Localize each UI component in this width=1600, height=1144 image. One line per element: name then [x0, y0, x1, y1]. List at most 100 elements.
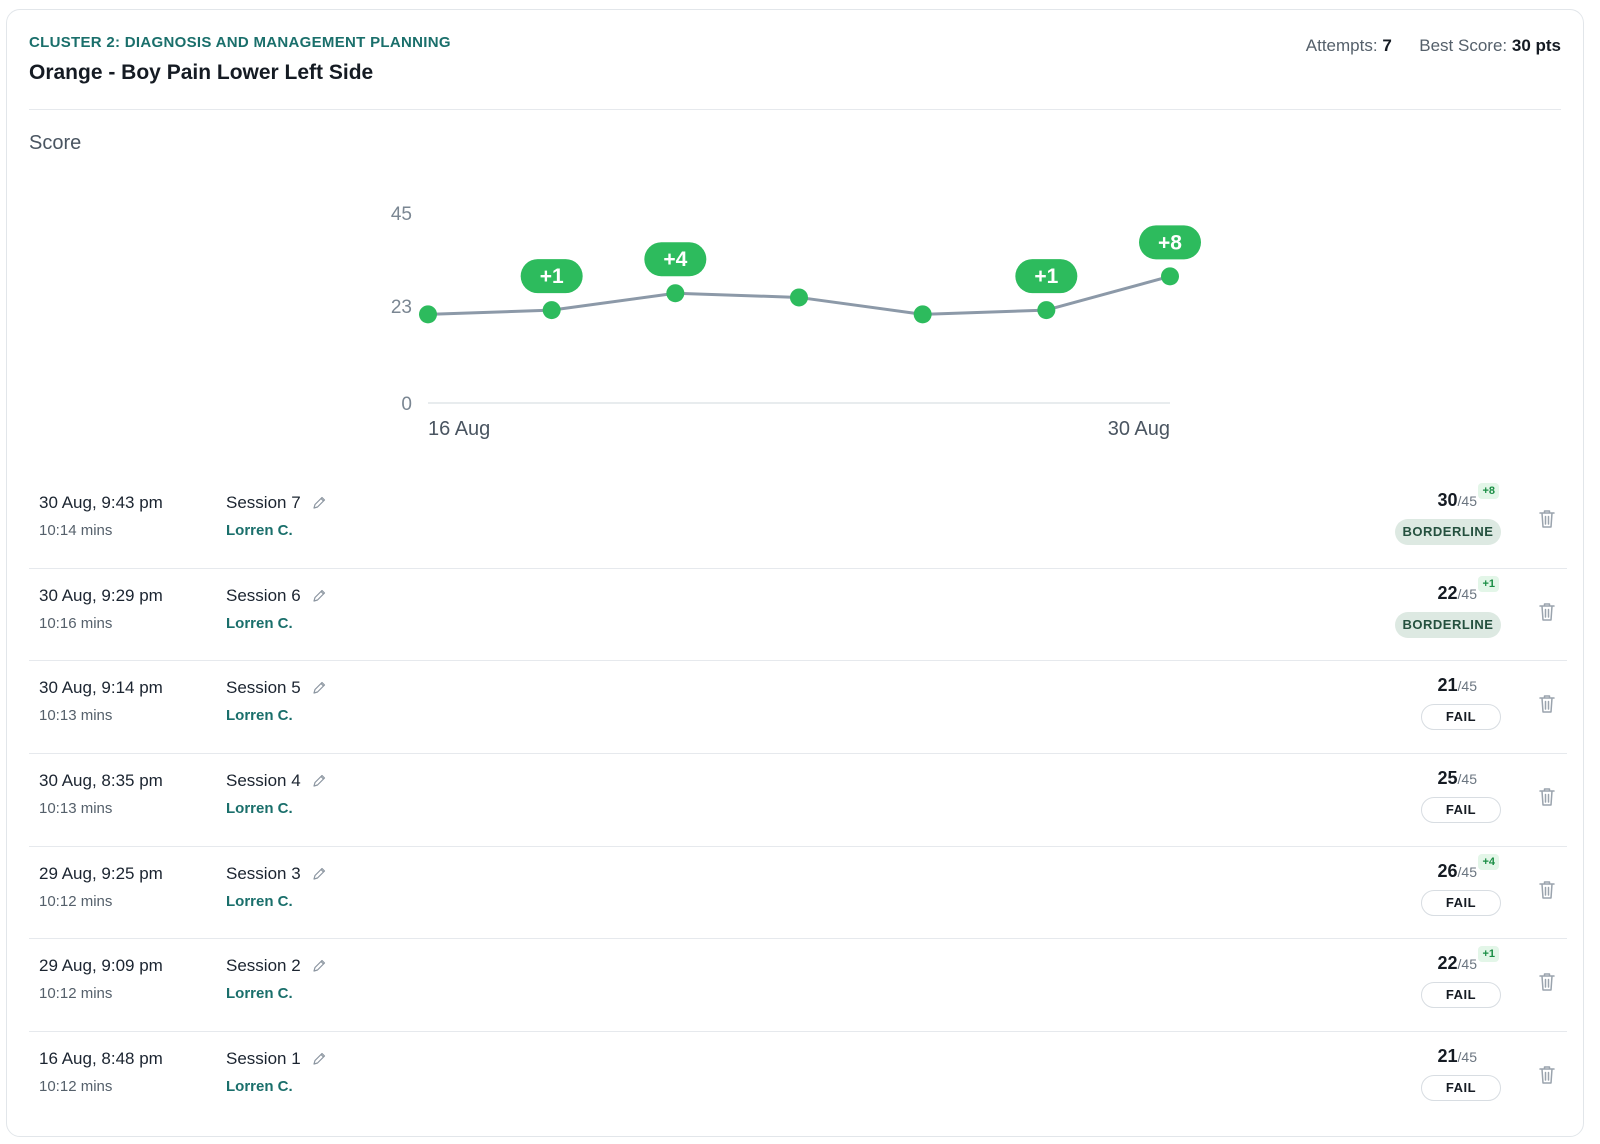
pencil-icon[interactable]	[311, 1051, 327, 1067]
session-name-group: Session 6	[226, 586, 327, 606]
session-date: 16 Aug, 8:48 pm	[39, 1049, 163, 1069]
session-row[interactable]: 30 Aug, 9:43 pm 10:14 mins Session 7 Lorren…	[29, 476, 1567, 569]
session-user[interactable]: Lorren C.	[226, 614, 293, 632]
best-score-label: Best Score:	[1419, 36, 1508, 55]
attempts-label: Attempts:	[1305, 36, 1378, 55]
score-max: /45	[1457, 678, 1477, 695]
session-date: 29 Aug, 9:25 pm	[39, 863, 163, 883]
session-duration: 10:12 mins	[39, 985, 113, 1003]
session-duration: 10:13 mins	[39, 707, 113, 725]
session-user[interactable]: Lorren C.	[226, 1078, 293, 1096]
improvement-label: +1	[540, 265, 564, 288]
score-value: 30	[1437, 490, 1458, 510]
session-score: 30/45	[1438, 490, 1478, 511]
session-date: 30 Aug, 9:43 pm	[39, 493, 163, 512]
session-duration: 10:12 mins	[39, 1078, 113, 1096]
score-value: 25	[1437, 768, 1458, 789]
session-date: 30 Aug, 8:35 pm	[39, 771, 163, 791]
session-user[interactable]: Lorren C.	[226, 800, 293, 818]
improvement-pill	[520, 259, 583, 294]
pencil-icon[interactable]	[311, 588, 327, 604]
score-max: /45	[1457, 493, 1477, 509]
pencil-icon[interactable]	[311, 773, 327, 789]
trash-icon[interactable]	[1537, 971, 1557, 993]
score-value: 21	[1437, 1046, 1458, 1067]
pencil-icon[interactable]	[311, 495, 327, 511]
score-chart: 0 23 45 16 Aug 30 Aug +1 +4 +1 +8	[391, 204, 1201, 440]
score-delta-badge: +1	[1478, 575, 1499, 592]
score-delta-badge: +8	[1478, 483, 1499, 499]
score-value: 21	[1437, 675, 1458, 696]
session-name: Session 3	[226, 863, 301, 883]
pencil-icon[interactable]	[311, 958, 327, 974]
session-date: 29 Aug, 9:09 pm	[39, 956, 163, 976]
score-max: /45	[1457, 956, 1477, 973]
session-row[interactable]: 16 Aug, 8:48 pm 10:12 mins Session 1 Lorren…	[29, 1032, 1567, 1125]
status-badge: BORDERLINE	[1395, 611, 1501, 638]
score-delta-badge: +4	[1478, 853, 1499, 870]
score-max: /45	[1457, 771, 1477, 788]
x-tick-label: 30 Aug	[1108, 418, 1170, 440]
attempts-value: 7	[1382, 36, 1392, 55]
session-list: 30 Aug, 9:43 pm 10:14 mins Session 7 Lorren…	[29, 476, 1567, 1125]
data-point	[419, 305, 437, 324]
session-row[interactable]: 30 Aug, 9:29 pm 10:16 mins Session 6 Lorren…	[29, 569, 1567, 662]
session-row[interactable]: 30 Aug, 9:14 pm 10:13 mins Session 5 Lorren…	[29, 661, 1567, 755]
session-duration: 10:13 mins	[39, 800, 113, 818]
cluster-label: CLUSTER 2: DIAGNOSIS AND MANAGEMENT PLAN…	[29, 34, 451, 51]
score-value: 26	[1437, 860, 1458, 881]
card-header: CLUSTER 2: DIAGNOSIS AND MANAGEMENT PLAN…	[29, 34, 1561, 110]
score-delta-badge: +1	[1478, 946, 1499, 963]
session-duration: 10:16 mins	[39, 614, 113, 632]
session-score: 25/45	[1438, 768, 1478, 789]
session-user[interactable]: Lorren C.	[226, 522, 293, 539]
session-name: Session 1	[226, 1049, 301, 1069]
status-badge: BORDERLINE	[1395, 519, 1501, 545]
session-score: 26/45	[1438, 861, 1478, 882]
pencil-icon[interactable]	[311, 680, 327, 696]
session-name: Session 7	[226, 493, 301, 512]
score-max: /45	[1457, 585, 1477, 602]
score-max: /45	[1457, 863, 1477, 880]
status-badge: FAIL	[1421, 889, 1501, 916]
trash-icon[interactable]	[1537, 1064, 1557, 1086]
session-score: 21/45	[1438, 675, 1478, 696]
pencil-icon[interactable]	[311, 866, 327, 882]
session-row[interactable]: 29 Aug, 9:09 pm 10:12 mins Session 2 Lorren…	[29, 939, 1567, 1033]
session-name: Session 5	[226, 678, 301, 698]
improvement-pill	[1015, 259, 1078, 294]
session-name-group: Session 1	[226, 1049, 327, 1069]
score-history-card: CLUSTER 2: DIAGNOSIS AND MANAGEMENT PLAN…	[6, 9, 1584, 1137]
trash-icon[interactable]	[1537, 601, 1557, 623]
trash-icon[interactable]	[1537, 786, 1557, 808]
session-user[interactable]: Lorren C.	[226, 892, 293, 910]
session-row[interactable]: 29 Aug, 9:25 pm 10:12 mins Session 3 Lorren…	[29, 847, 1567, 940]
trash-icon[interactable]	[1537, 693, 1557, 715]
session-user[interactable]: Lorren C.	[226, 707, 293, 725]
data-point	[542, 301, 561, 320]
improvement-label: +8	[1158, 231, 1182, 254]
status-badge: FAIL	[1421, 1075, 1501, 1102]
session-name-group: Session 2	[226, 956, 327, 976]
trash-icon[interactable]	[1537, 879, 1557, 901]
attempt-stats: Attempts: 7 Best Score: 30 pts	[1306, 36, 1561, 56]
session-duration: 10:12 mins	[39, 892, 113, 910]
session-name-group: Session 3	[226, 864, 327, 884]
improvement-pill	[644, 242, 707, 277]
session-score: 22/45	[1438, 583, 1478, 604]
data-point	[1161, 267, 1179, 286]
best-score-value: 30 pts	[1511, 36, 1561, 55]
trash-icon[interactable]	[1537, 508, 1557, 530]
session-user[interactable]: Lorren C.	[226, 985, 293, 1003]
session-row[interactable]: 30 Aug, 8:35 pm 10:13 mins Session 4 Lorren…	[29, 754, 1567, 847]
y-tick-label: 23	[391, 297, 412, 318]
score-max: /45	[1457, 1049, 1477, 1066]
session-date: 30 Aug, 9:14 pm	[39, 678, 163, 698]
session-name-group: Session 4	[226, 771, 327, 791]
improvement-pill	[1139, 225, 1201, 260]
session-name-group: Session 5	[226, 678, 327, 698]
session-score: 22/45	[1438, 953, 1478, 974]
session-date: 30 Aug, 9:29 pm	[39, 585, 163, 605]
y-tick-label: 45	[391, 204, 412, 225]
session-name: Session 6	[226, 585, 301, 605]
